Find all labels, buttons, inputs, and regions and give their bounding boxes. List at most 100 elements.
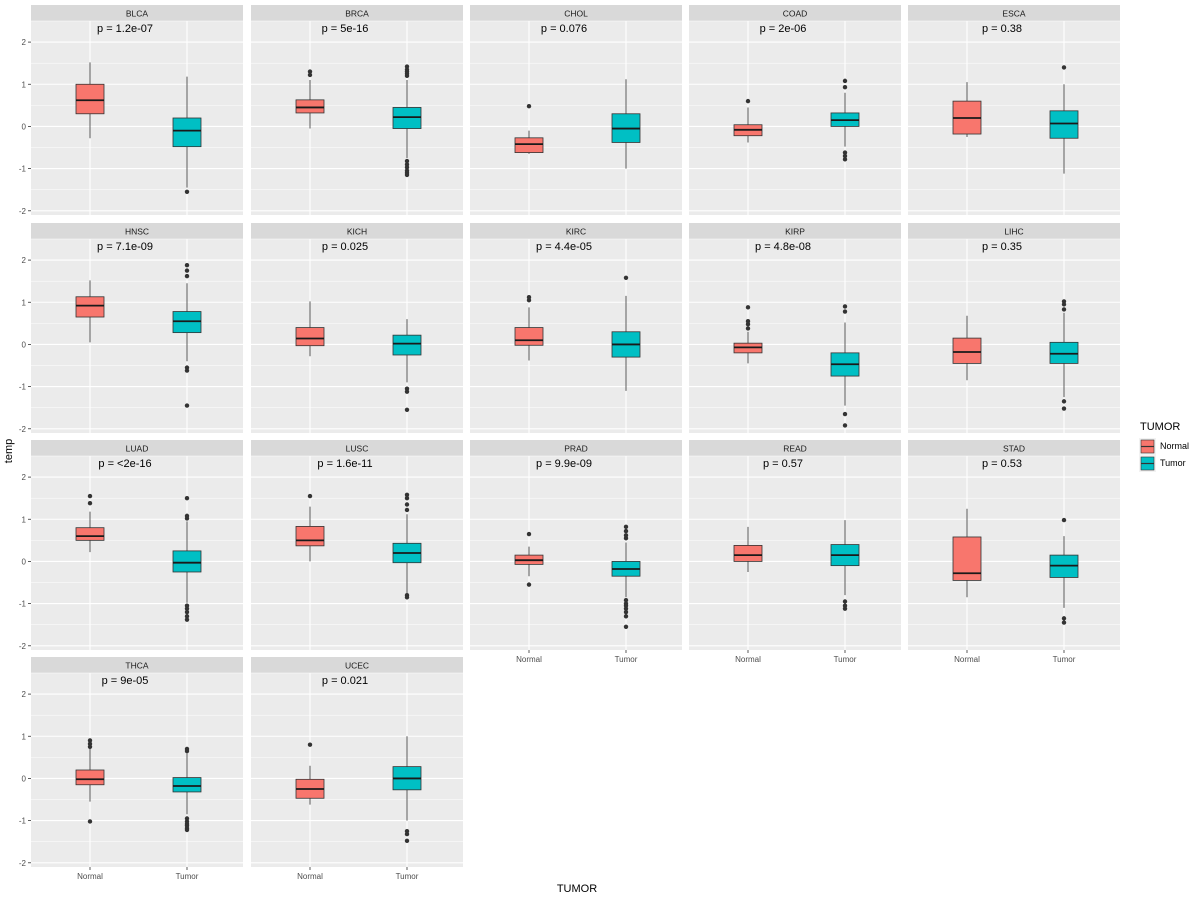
box-normal xyxy=(733,98,763,143)
p-value-label: p = 5e-16 xyxy=(322,23,369,35)
box-normal xyxy=(952,315,982,381)
outlier-point xyxy=(623,614,629,619)
outlier-point xyxy=(87,741,93,747)
facet-strip xyxy=(31,657,243,673)
facet-panel-thca: THCA -2 -1 0 1 2 p = 9e-05 Normal Tumor xyxy=(19,657,243,881)
outlier-point xyxy=(1061,616,1067,621)
p-value-label: p = 7.1e-09 xyxy=(97,241,153,253)
box-iqr xyxy=(75,769,105,786)
facet-strip xyxy=(908,5,1120,21)
box-normal xyxy=(75,493,105,553)
outlier-point xyxy=(623,606,629,611)
outlier-point xyxy=(526,103,532,109)
outlier-point xyxy=(404,507,410,513)
outlier-point xyxy=(87,819,93,824)
x-tick-label: Tumor xyxy=(176,872,199,881)
outlier-point xyxy=(623,524,629,530)
outlier-point xyxy=(184,268,190,273)
box-tumor xyxy=(611,275,641,391)
outlier-point xyxy=(404,172,410,178)
box-tumor xyxy=(392,736,422,844)
outlier-point xyxy=(1061,620,1067,625)
facet-strip-label: COAD xyxy=(783,9,808,19)
box-normal xyxy=(952,82,982,137)
box-normal xyxy=(295,493,325,562)
y-tick-label: -1 xyxy=(19,817,27,826)
facet-panel-kirc: KIRC p = 4.4e-05 xyxy=(470,223,682,433)
facet-panel-coad: COAD p = 2e-06 xyxy=(689,5,901,215)
facet-strip xyxy=(251,5,463,21)
box-tumor xyxy=(830,520,860,611)
box-tumor xyxy=(172,76,202,195)
box-tumor xyxy=(611,79,641,169)
outlier-point xyxy=(404,492,410,497)
outlier-point xyxy=(184,495,190,501)
facet-strip-label: BLCA xyxy=(126,9,149,19)
legend-label-tumor: Tumor xyxy=(1160,458,1186,468)
outlier-point xyxy=(745,326,751,331)
facet-strip xyxy=(470,440,682,456)
outlier-point xyxy=(404,838,410,844)
facet-strip-label: KICH xyxy=(347,227,367,237)
box-tumor xyxy=(392,64,422,178)
box-iqr xyxy=(733,545,763,562)
panel-background xyxy=(908,239,1120,433)
outlier-point xyxy=(623,275,629,280)
facet-strip xyxy=(470,223,682,239)
box-normal xyxy=(75,62,105,139)
facet-strip xyxy=(689,5,901,21)
facet-strip-label: HNSC xyxy=(125,227,149,237)
p-value-label: p = 9.9e-09 xyxy=(536,458,592,470)
p-value-label: p = 1.6e-11 xyxy=(317,458,372,470)
outlier-point xyxy=(842,153,848,159)
x-tick-label: Normal xyxy=(297,872,323,881)
panel-background xyxy=(908,21,1120,215)
box-normal xyxy=(75,738,105,824)
panel-background xyxy=(31,456,243,650)
box-normal xyxy=(295,301,325,357)
outlier-point xyxy=(745,319,751,324)
p-value-label: p = 0.025 xyxy=(322,241,368,253)
y-tick-label: 2 xyxy=(22,38,27,47)
p-value-label: p = 4.8e-08 xyxy=(755,241,811,253)
panel-background xyxy=(251,673,463,867)
panel-background xyxy=(908,456,1120,650)
facet-strip xyxy=(31,223,243,239)
box-iqr xyxy=(514,327,544,346)
facet-strip xyxy=(908,223,1120,239)
panel-background xyxy=(470,456,682,650)
panel-background xyxy=(251,456,463,650)
p-value-label: p = 4.4e-05 xyxy=(536,241,592,253)
outlier-point xyxy=(842,599,848,604)
facet-panel-ucec: UCEC p = 0.021 Normal Tumor xyxy=(251,657,463,881)
legend: TUMOR Normal Tumor xyxy=(1139,421,1189,472)
facet-panel-read: READ p = 0.57 Normal Tumor xyxy=(689,440,901,664)
p-value-label: p = 0.38 xyxy=(982,23,1022,35)
outlier-point xyxy=(1061,65,1067,70)
y-tick-label: 1 xyxy=(22,298,27,307)
outlier-point xyxy=(842,157,848,162)
facet-panel-lusc: LUSC p = 1.6e-11 xyxy=(251,440,463,650)
box-tumor xyxy=(830,78,860,162)
facet-strip-label: LUSC xyxy=(346,444,369,454)
box-normal xyxy=(733,305,763,364)
facet-strip-label: LUAD xyxy=(126,444,149,454)
p-value-label: p = 9e-05 xyxy=(102,675,149,687)
box-tumor xyxy=(1049,517,1079,625)
facet-panel-stad: STAD p = 0.53 Normal Tumor xyxy=(908,440,1120,664)
facet-strip-label: ESCA xyxy=(1002,9,1025,19)
outlier-point xyxy=(184,403,190,408)
facet-strip-label: THCA xyxy=(125,661,148,671)
box-tumor xyxy=(392,319,422,413)
outlier-point xyxy=(404,831,410,837)
facet-panel-lihc: LIHC p = 0.35 xyxy=(908,223,1120,433)
outlier-point xyxy=(307,72,313,78)
facet-strip xyxy=(251,440,463,456)
facet-strip xyxy=(31,5,243,21)
outlier-point xyxy=(623,598,629,603)
facet-strip-label: CHOL xyxy=(564,9,588,19)
box-iqr xyxy=(295,327,325,347)
panel-background xyxy=(31,239,243,433)
facet-strip-label: PRAD xyxy=(564,444,588,454)
box-iqr xyxy=(172,777,202,793)
